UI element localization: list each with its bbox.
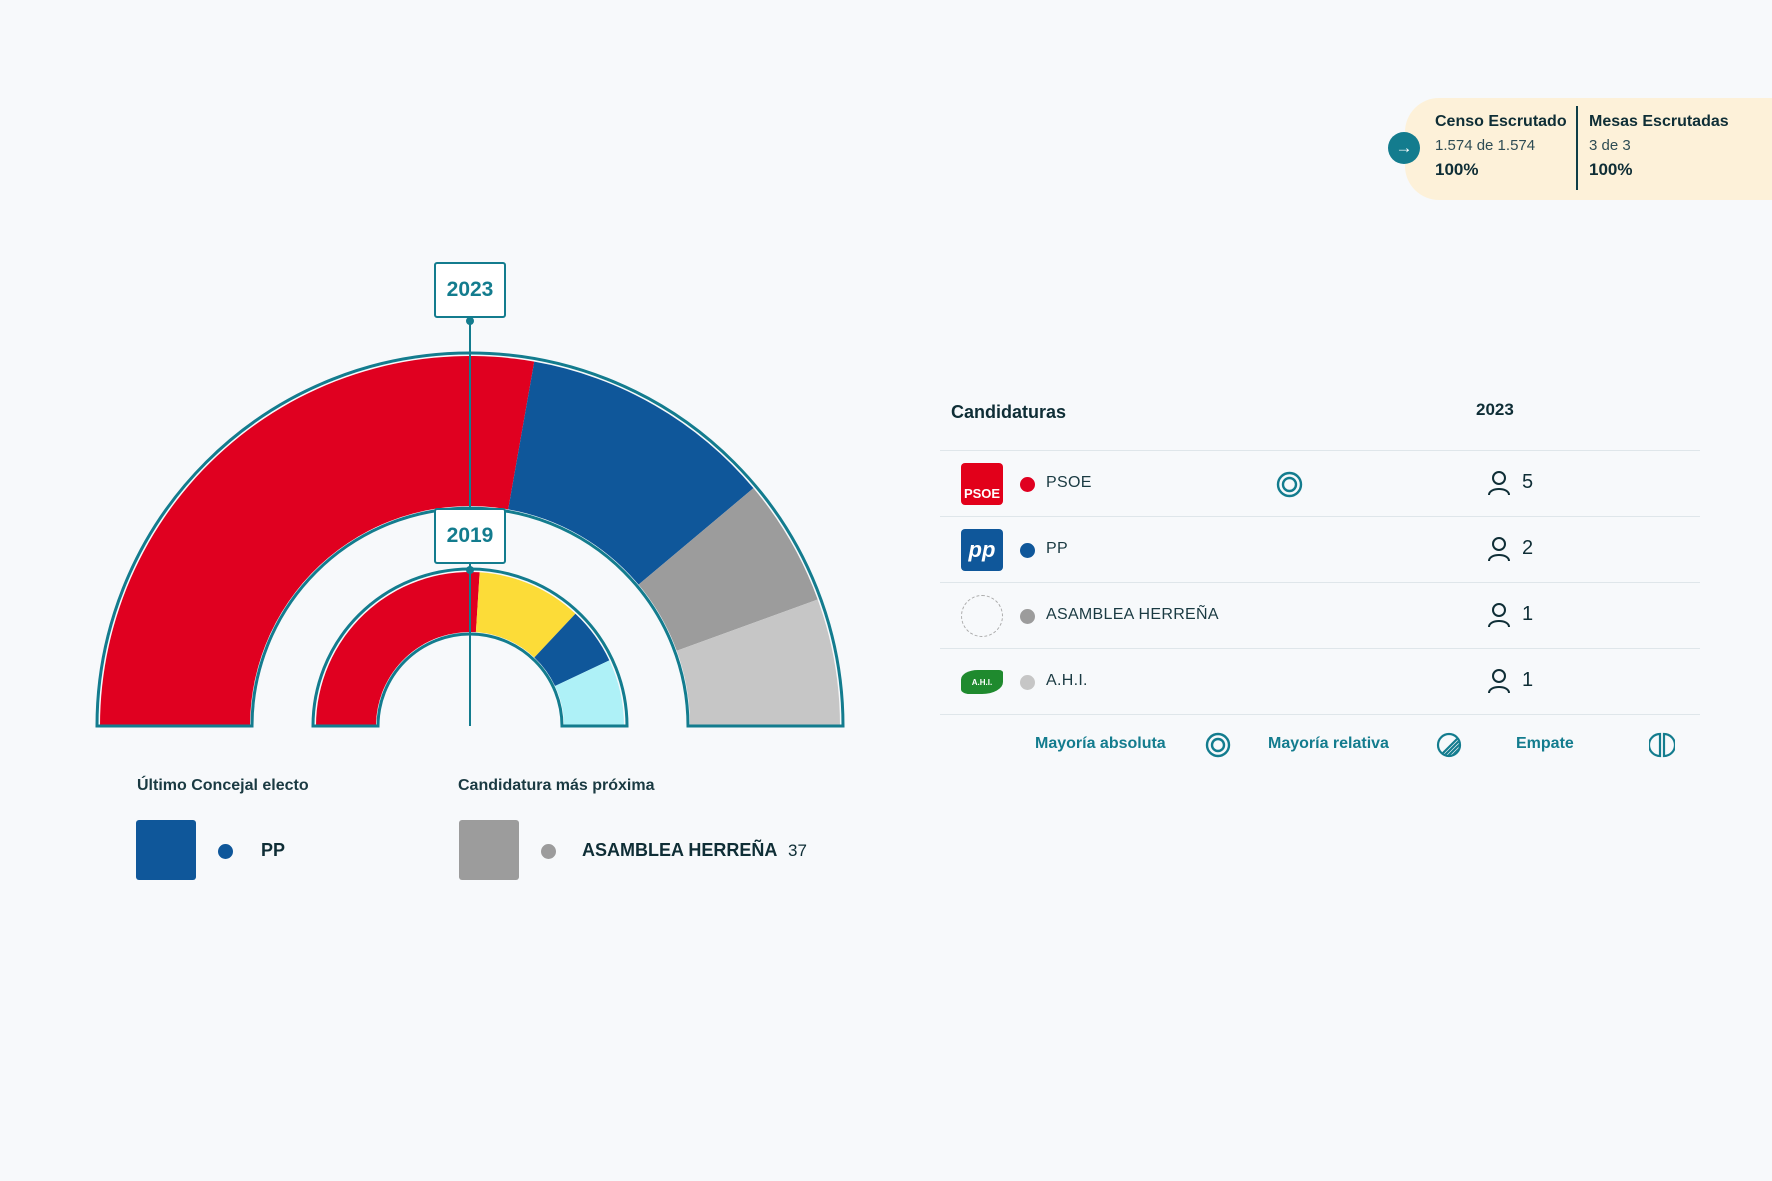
row-divider [940,582,1700,583]
closest-party: ASAMBLEA HERREÑA [582,840,778,860]
census-value: 1.574 de 1.574 [1435,137,1536,154]
hemicycle-segment-3[interactable] [555,660,624,726]
party-logo: PSOE [961,463,1003,505]
hemicycle-chart [95,317,845,728]
connector-dot-2019 [466,566,474,574]
table-header-year: 2023 [1476,400,1514,419]
party-name: A.H.I. [1046,672,1088,689]
party-color-dot [1020,543,1035,558]
last-elected-party: PP [261,840,286,860]
row-divider [940,648,1700,649]
status-divider [1576,106,1578,190]
double-ring-icon [1205,732,1231,758]
tables-percent: 100% [1589,160,1633,179]
census-block: Censo Escrutado 1.574 de 1.574 100% [1435,113,1567,180]
census-percent: 100% [1435,160,1479,179]
row-divider [940,516,1700,517]
closest-dot [541,844,556,859]
striped-circle-icon [1436,732,1462,758]
party-logo: A.H.I. [961,670,1003,694]
split-circle-icon [1649,732,1675,758]
ring-border [95,351,845,728]
person-icon [1488,537,1510,562]
party-name: PP [1046,540,1068,557]
tables-label: Mesas Escrutadas [1589,113,1729,130]
key-relative-label: Mayoría relativa [1268,735,1389,752]
outer-ring-2023 [95,351,845,728]
row-divider [940,714,1700,715]
closest-swatch [459,820,519,880]
tables-block: Mesas Escrutadas 3 de 3 100% [1589,113,1729,180]
year-tag-2023[interactable]: 2023 [434,262,506,318]
ring-border [311,567,629,728]
key-tie-label: Empate [1516,735,1574,752]
last-elected-swatch [136,820,196,880]
hemicycle-segment-0[interactable] [316,572,480,726]
key-absolute-label: Mayoría absoluta [1035,735,1166,752]
person-icon [1488,471,1510,496]
table-header-candidates: Candidaturas [951,402,1067,422]
last-elected-title: Último Concejal electo [137,777,309,794]
last-elected-dot [218,844,233,859]
seat-count: 1 [1522,669,1534,691]
party-name: ASAMBLEA HERREÑA [1046,606,1219,623]
party-name: PSOE [1046,474,1092,491]
seat-count: 5 [1522,471,1534,493]
hemicycle-segment-2[interactable] [638,488,818,651]
seat-count: 2 [1522,537,1534,559]
hemicycle-segment-2[interactable] [534,613,610,686]
party-color-dot [1020,609,1035,624]
scrutiny-status-panel [1405,98,1772,200]
arrow-right-icon[interactable]: → [1388,132,1420,164]
seat-count: 1 [1522,603,1534,625]
hemicycle-segment-1[interactable] [475,572,576,658]
person-icon [1488,603,1510,628]
table-divider [940,450,1700,451]
year-tag-2019[interactable]: 2019 [434,508,506,564]
census-label: Censo Escrutado [1435,113,1567,130]
hemicycle-segment-3[interactable] [676,599,840,726]
party-color-dot [1020,477,1035,492]
party-logo [961,595,1003,637]
inner-ring-2019 [311,567,629,728]
closest-title: Candidatura más próxima [458,777,655,794]
absolute-majority-icon [1276,471,1303,498]
tables-value: 3 de 3 [1589,137,1631,154]
closest-votes: 37 [788,841,807,860]
party-logo: pp [961,529,1003,571]
hemicycle-segment-1[interactable] [508,361,754,585]
hemicycle-segment-0[interactable] [100,355,535,726]
connector-dot-2023 [466,317,474,325]
person-icon [1488,669,1510,694]
party-color-dot [1020,675,1035,690]
